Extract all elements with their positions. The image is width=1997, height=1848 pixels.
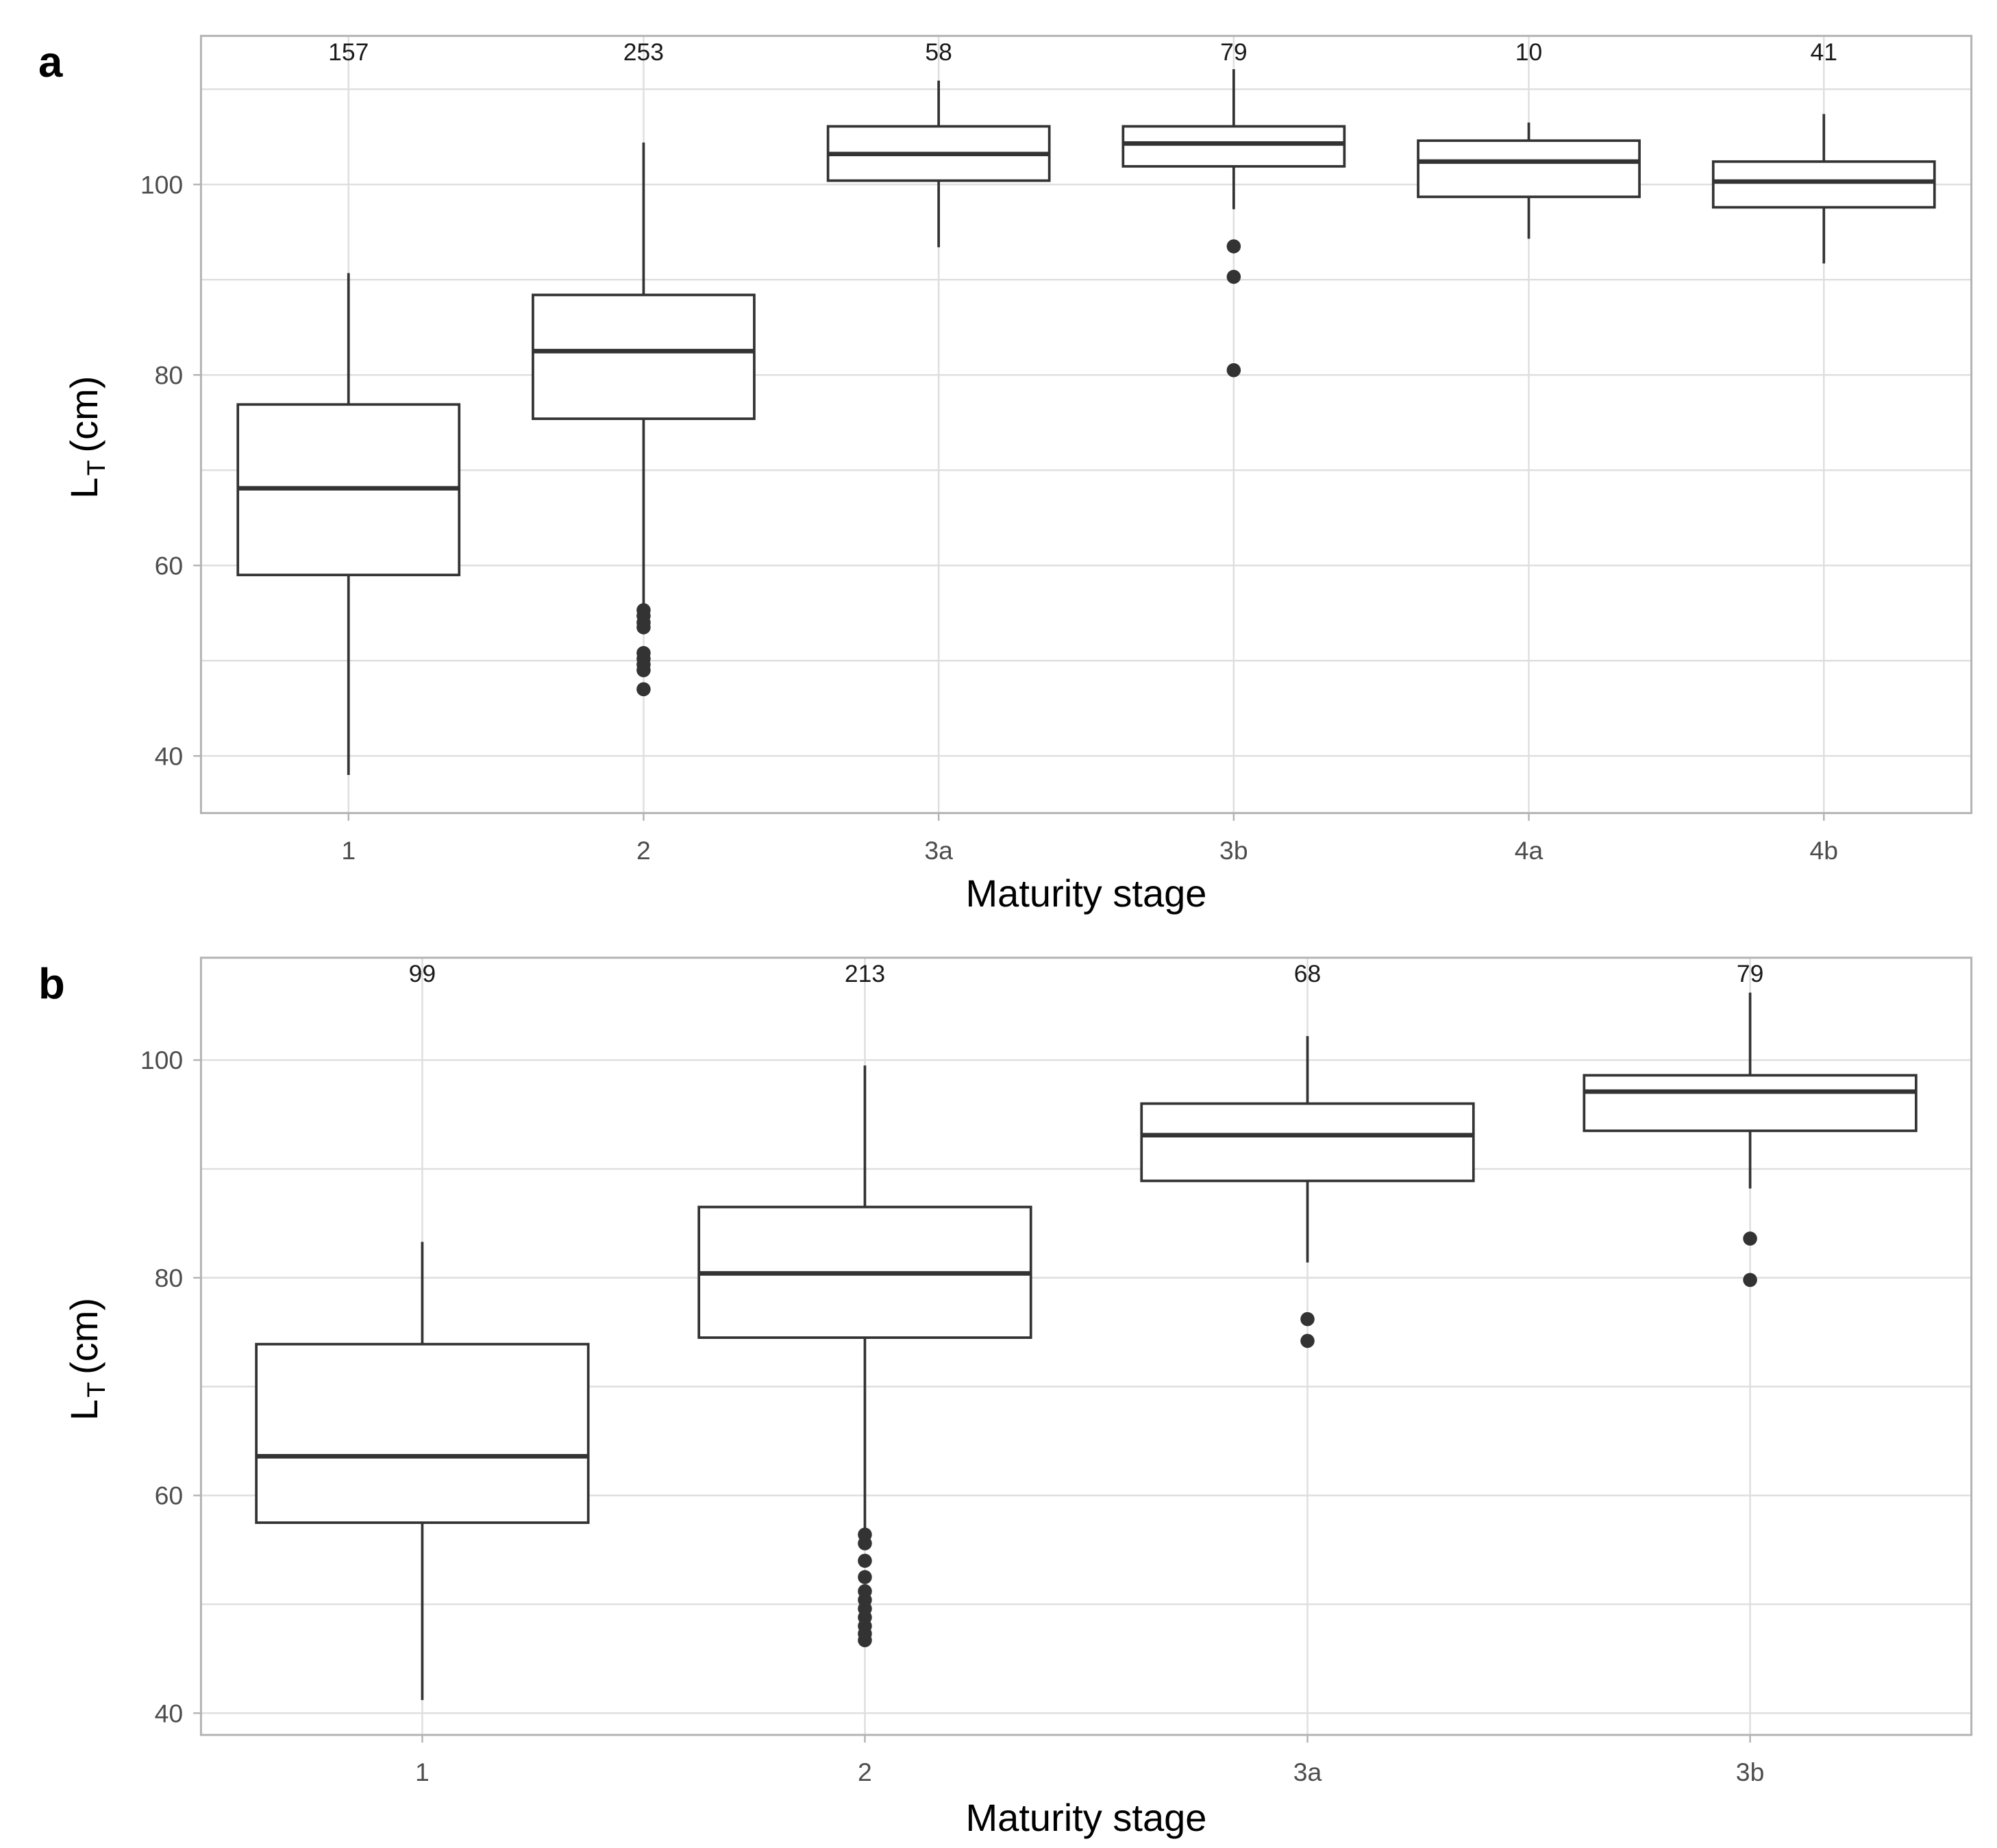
outlier-point bbox=[1300, 1311, 1315, 1327]
outlier-point bbox=[636, 682, 651, 697]
outlier-point bbox=[1226, 269, 1241, 284]
sample-count-label: 213 bbox=[845, 960, 885, 987]
box-3a bbox=[1140, 1036, 1475, 1348]
x-tick-label: 4b bbox=[1809, 836, 1838, 865]
sample-count-label: 41 bbox=[1811, 38, 1838, 66]
y-tick-label: 80 bbox=[155, 1264, 184, 1292]
outlier-point bbox=[1226, 239, 1241, 254]
y-tick-label: 100 bbox=[140, 170, 183, 199]
x-tick-label: 1 bbox=[341, 836, 356, 865]
plot-frame bbox=[199, 957, 1973, 1736]
box-1 bbox=[255, 1242, 590, 1701]
box-4b bbox=[1711, 114, 1936, 264]
x-tick-label: 2 bbox=[858, 1758, 872, 1786]
y-axis-title-main: L bbox=[62, 1399, 106, 1420]
panel-b: 40 60 80 100 99 1 213 2 68 3a 79 3b b Maturity stage L… bbox=[38, 957, 1973, 1839]
x-tick-label: 2 bbox=[636, 836, 651, 865]
box-3b bbox=[1583, 992, 1918, 1288]
panel-label: b bbox=[38, 960, 65, 1009]
outlier-point bbox=[636, 663, 651, 678]
x-tick-label: 4a bbox=[1515, 836, 1543, 865]
box-3a bbox=[826, 80, 1051, 247]
y-axis-title-main: L bbox=[62, 478, 106, 499]
y-axis-title-unit: (cm) bbox=[62, 1298, 106, 1375]
iqr-box bbox=[1417, 139, 1641, 199]
x-tick-label: 3b bbox=[1736, 1758, 1765, 1786]
outlier-point bbox=[858, 1536, 872, 1551]
sample-count-label: 99 bbox=[409, 960, 436, 987]
sample-count-label: 253 bbox=[623, 38, 664, 66]
outlier-point bbox=[858, 1633, 872, 1648]
plot-frame bbox=[199, 34, 1973, 815]
iqr-box bbox=[1583, 1074, 1918, 1133]
sample-count-label: 68 bbox=[1294, 960, 1322, 987]
y-axis-title-subscript: T bbox=[82, 1382, 110, 1398]
x-axis-title: Maturity stage bbox=[965, 872, 1206, 915]
x-tick-label: 1 bbox=[415, 1758, 430, 1786]
y-tick-label: 100 bbox=[140, 1046, 183, 1074]
outlier-point bbox=[636, 620, 651, 635]
y-axis-title-subscript: T bbox=[82, 460, 110, 476]
box-4a bbox=[1417, 122, 1641, 239]
sample-count-label: 79 bbox=[1220, 38, 1248, 66]
y-tick-label: 60 bbox=[155, 551, 184, 580]
box-2 bbox=[532, 143, 756, 697]
box-3b bbox=[1121, 69, 1346, 378]
y-tick-label: 40 bbox=[155, 1699, 184, 1727]
outlier-point bbox=[858, 1553, 872, 1568]
outlier-point bbox=[1743, 1231, 1757, 1246]
outlier-point bbox=[1743, 1272, 1757, 1288]
x-tick-label: 3b bbox=[1219, 836, 1248, 865]
box-1 bbox=[236, 273, 461, 775]
sample-count-label: 157 bbox=[328, 38, 369, 66]
outlier-point bbox=[1300, 1333, 1315, 1348]
panel-label: a bbox=[38, 38, 63, 86]
y-tick-label: 80 bbox=[155, 360, 184, 389]
sample-count-label: 58 bbox=[925, 38, 952, 66]
panel-a: 40 60 80 100 157 1 253 2 58 3a 79 3b 10 4a 41 4b a Maturi… bbox=[38, 34, 1973, 915]
iqr-box bbox=[1121, 125, 1346, 168]
box-2 bbox=[697, 1065, 1032, 1648]
x-tick-label: 3a bbox=[924, 836, 953, 865]
x-axis-title: Maturity stage bbox=[965, 1796, 1206, 1839]
sample-count-label: 79 bbox=[1737, 960, 1764, 987]
y-tick-label: 60 bbox=[155, 1481, 184, 1510]
outlier-point bbox=[858, 1570, 872, 1584]
iqr-box bbox=[1140, 1102, 1475, 1183]
sample-count-label: 10 bbox=[1515, 38, 1543, 66]
iqr-box bbox=[255, 1342, 590, 1525]
y-tick-label: 40 bbox=[155, 741, 184, 770]
outlier-point bbox=[1226, 362, 1241, 378]
iqr-box bbox=[1711, 160, 1936, 209]
iqr-box bbox=[532, 293, 756, 420]
x-tick-label: 3a bbox=[1293, 1758, 1322, 1786]
y-axis-title-unit: (cm) bbox=[62, 376, 106, 453]
